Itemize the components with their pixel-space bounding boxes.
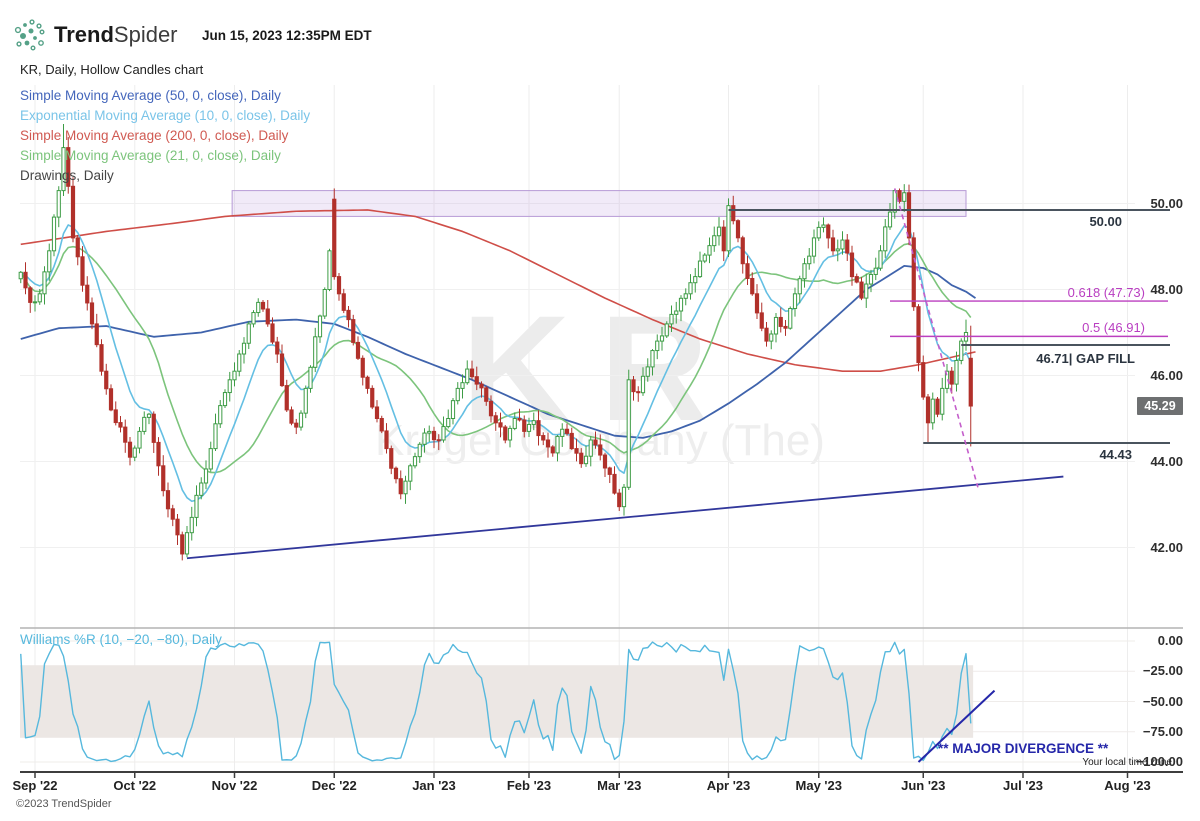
month-axis-label: Jun '23 xyxy=(901,778,946,793)
price-axis-label: 48.00 xyxy=(1150,281,1183,297)
price-axis-label: 44.00 xyxy=(1150,453,1183,469)
trendspider-logo-icon xyxy=(14,19,45,51)
williams-r-legend[interactable]: Williams %R (10, −20, −80), Daily xyxy=(20,632,222,647)
indicator-legend: Simple Moving Average (50, 0, close), Da… xyxy=(20,86,310,186)
month-axis-label: Apr '23 xyxy=(706,778,751,793)
support-line-label[interactable]: 44.43 xyxy=(1099,447,1132,462)
fib-05-label[interactable]: 0.5 (46.91) xyxy=(1082,320,1145,335)
month-axis-label: Jul '23 xyxy=(1003,778,1043,793)
brand-bold: Trend xyxy=(54,22,114,47)
legend-item-4[interactable]: Drawings, Daily xyxy=(20,168,114,183)
month-axis-label: Oct '22 xyxy=(113,778,157,793)
wr-axis-label: −25.00 xyxy=(1142,663,1183,679)
price-axis-label: 42.00 xyxy=(1150,539,1183,555)
resistance-line-label[interactable]: 50.00 xyxy=(1089,214,1122,229)
month-axis-label: Mar '23 xyxy=(597,778,642,793)
chart-subtitle: KR, Daily, Hollow Candles chart xyxy=(20,62,204,77)
axes-layer xyxy=(20,627,1183,778)
timezone-note: Your local time zone xyxy=(1082,757,1172,768)
legend-item-0[interactable]: Simple Moving Average (50, 0, close), Da… xyxy=(20,88,281,103)
wr-axis-label: 0.00 xyxy=(1157,633,1183,648)
legend-item-1[interactable]: Exponential Moving Average (10, 0, close… xyxy=(20,108,311,123)
resistance-zone xyxy=(231,190,967,217)
wr-axis-label: −50.00 xyxy=(1142,693,1183,709)
wr-axis-label: −75.00 xyxy=(1142,723,1183,739)
month-axis-label: Aug '23 xyxy=(1104,778,1151,793)
brand-logo: TrendSpider xyxy=(54,22,178,48)
gap-fill-label[interactable]: 46.71| GAP FILL xyxy=(1036,351,1135,366)
month-axis-label: May '23 xyxy=(795,778,842,793)
month-axis-label: Dec '22 xyxy=(311,778,357,793)
williams-r-layer xyxy=(20,641,996,763)
legend-item-2[interactable]: Simple Moving Average (200, 0, close), D… xyxy=(20,128,289,143)
brand-light: Spider xyxy=(113,22,178,47)
month-axis-label: Jan '23 xyxy=(412,778,456,793)
drawings-layer xyxy=(186,188,1170,560)
candles-layer xyxy=(18,123,973,561)
month-axis-label: Sep '22 xyxy=(12,778,58,793)
month-axis-label: Nov '22 xyxy=(211,778,258,793)
wr-band xyxy=(20,665,974,738)
last-price-badge: 45.29 xyxy=(1137,397,1183,415)
chart-timestamp: Jun 15, 2023 12:35PM EDT xyxy=(202,28,372,43)
copyright-text: ©2023 TrendSpider xyxy=(16,798,112,810)
wr-axis-label: −100.00 xyxy=(1135,754,1183,769)
month-axis-label: Feb '23 xyxy=(506,778,552,793)
divergence-annotation: ** MAJOR DIVERGENCE ** xyxy=(938,741,1109,756)
price-axis-label: 46.00 xyxy=(1150,367,1183,383)
price-axis-label: 50.00 xyxy=(1150,195,1183,211)
fib-0618-label[interactable]: 0.618 (47.73) xyxy=(1067,285,1145,300)
legend-item-3[interactable]: Simple Moving Average (21, 0, close), Da… xyxy=(20,148,281,163)
